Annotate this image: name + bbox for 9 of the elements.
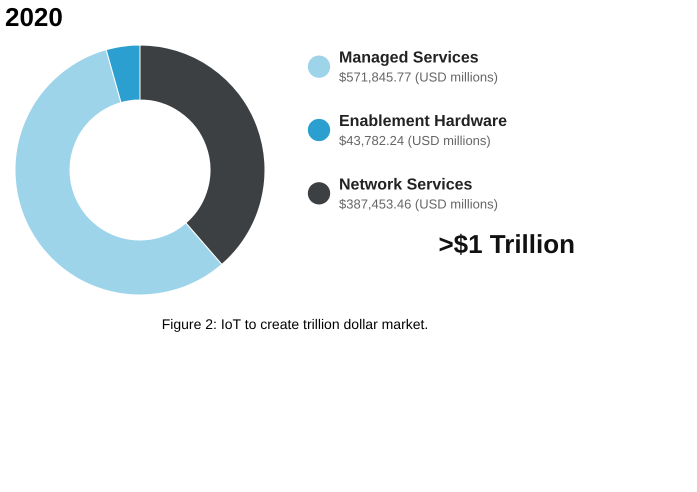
data-label: $387,453.46 (USD millions) (339, 196, 498, 212)
legend-label: Managed Services (339, 50, 479, 67)
legend-label: Enablement Hardware (339, 113, 508, 130)
text: >$1 Trillion (438, 229, 575, 259)
caption: Figure 2: IoT to create trillion dollar market. (162, 316, 428, 332)
chart-title: 2020 (5, 2, 63, 32)
data-label: $43,782.24 (USD millions) (339, 133, 491, 148)
legend-label: Network Services (339, 176, 473, 194)
data-label: $571,845.77 (USD millions) (339, 70, 498, 85)
